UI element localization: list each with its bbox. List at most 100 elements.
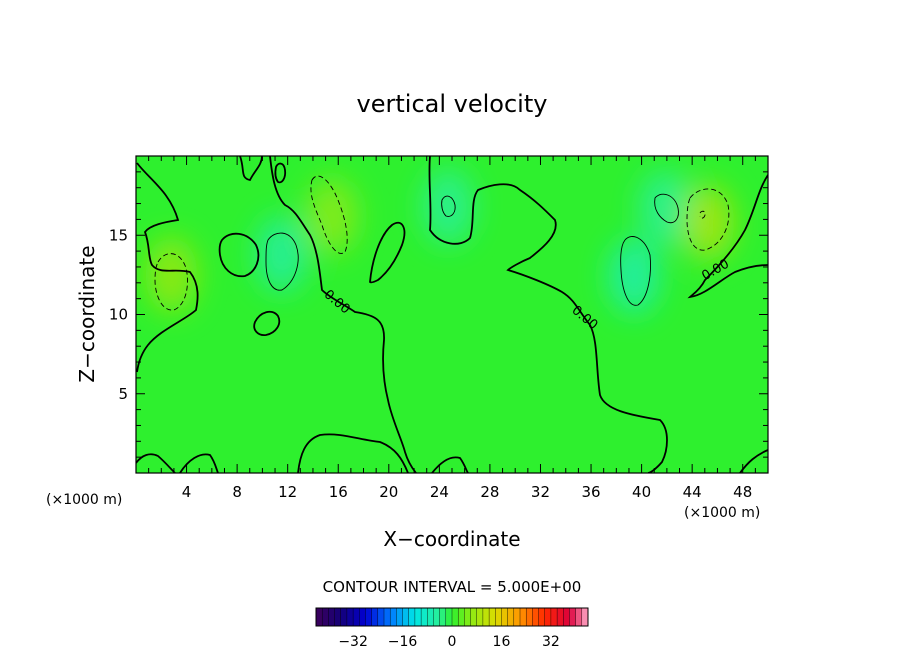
colorbar-cell-20 <box>433 607 441 627</box>
x-tick-label-24: 24 <box>430 483 449 501</box>
positive-contours <box>265 193 679 306</box>
colorbar-cell-31 <box>501 607 509 627</box>
contour-dashed-2 <box>310 175 348 254</box>
y-axis-title: Z−coordinate <box>75 245 99 382</box>
x-tick-label-40: 40 <box>632 483 651 501</box>
colorbar-cell-17 <box>414 607 422 627</box>
contour-interval-text: CONTOUR INTERVAL = 5.000E+00 <box>323 578 582 596</box>
colorbar-cell-14 <box>396 607 404 627</box>
colorbar-cell-37 <box>538 607 546 627</box>
field-blob-2 <box>255 216 308 293</box>
colorbar-tick-label-5: 32 <box>542 634 560 650</box>
zero-contour-closed-4 <box>274 162 287 184</box>
colorbar-cell-13 <box>389 607 397 627</box>
colorbar-cell-18 <box>420 607 428 627</box>
colorbar-cell-44 <box>581 607 589 627</box>
colorbar-cell-19 <box>427 607 434 627</box>
x-tick-label-4: 4 <box>182 483 192 501</box>
y-tick-label-15: 15 <box>109 226 128 244</box>
colorbar-cell-43 <box>575 607 583 627</box>
colorbar-cell-41 <box>563 607 570 627</box>
colorbar-cell-23 <box>451 607 459 627</box>
contour-thin-1 <box>265 232 299 291</box>
x-tick-label-20: 20 <box>379 483 398 501</box>
colorbar-frame <box>315 607 589 627</box>
x-unit-left: (×1000 m) <box>46 492 122 508</box>
colorbar-tick-label-4: 16 <box>493 634 511 650</box>
colorbar-cell-24 <box>457 607 465 627</box>
colorbar-cell-25 <box>464 607 472 627</box>
colorbar-tick-label-3: 0 <box>448 634 457 650</box>
contour-thin-3 <box>620 236 651 306</box>
field-blob-1 <box>145 236 198 313</box>
y-axis-ticks: 5 10 15 <box>109 171 768 458</box>
colorbar-tick-labels: −32 −16 0 16 32 <box>338 634 560 650</box>
field-blob-6 <box>638 170 691 247</box>
x-axis-title: X−coordinate <box>383 527 520 551</box>
zero-contour-left-top <box>136 162 199 373</box>
x-tick-label-48: 48 <box>733 483 752 501</box>
colorbar-cell-10 <box>371 607 379 627</box>
zero-contour-bottom <box>136 433 768 473</box>
colorbar-cell-11 <box>377 607 385 627</box>
colorbar-cell-33 <box>513 607 521 627</box>
x-tick-label-28: 28 <box>480 483 499 501</box>
colorbar-cell-40 <box>556 607 564 627</box>
colorbar-tick-label-1: −32 <box>338 634 368 650</box>
colorbar-cell-22 <box>445 607 453 627</box>
field-blob-7 <box>682 184 735 261</box>
field-blob-5 <box>608 238 661 315</box>
colorbar-cell-27 <box>476 607 484 627</box>
colorbar-cell-34 <box>519 607 527 627</box>
colorbar-cell-7 <box>352 607 360 627</box>
x-tick-label-32: 32 <box>531 483 550 501</box>
colorbar-cell-3 <box>328 607 336 627</box>
colorbar-cell-38 <box>544 607 552 627</box>
colorbar-cell-8 <box>359 607 366 627</box>
colorbar-cell-35 <box>525 607 533 627</box>
colorbar-cell-15 <box>402 607 410 627</box>
zero-contour-closed-3 <box>369 221 406 284</box>
colorbar-cell-12 <box>383 607 391 627</box>
colorbar <box>315 607 589 627</box>
colorbar-cell-21 <box>439 607 447 627</box>
contour-thin-2 <box>441 195 456 217</box>
field-blob-4 <box>422 168 475 245</box>
x-tick-label-44: 44 <box>683 483 702 501</box>
zero-contour-closed-1 <box>218 232 260 278</box>
colorbar-cell-9 <box>365 607 373 627</box>
colorbar-cell-28 <box>482 607 490 627</box>
zero-contour-closed-2 <box>253 310 281 336</box>
colorbar-cell-32 <box>507 607 515 627</box>
zero-contour-mid-right <box>428 156 668 473</box>
y-tick-label-10: 10 <box>109 306 128 324</box>
chart-title: vertical velocity <box>357 90 548 118</box>
zero-contours <box>136 156 768 473</box>
negative-contours <box>154 175 730 311</box>
y-tick-label-5: 5 <box>118 385 128 403</box>
colorbar-cell-5 <box>340 607 348 627</box>
colorbar-cell-36 <box>532 607 540 627</box>
colorbar-cell-29 <box>488 607 496 627</box>
zero-contour-center <box>239 156 417 473</box>
x-axis-ticks: 4 8 12 16 20 24 28 32 36 40 44 48 <box>148 156 756 501</box>
field-blob-3 <box>305 178 358 255</box>
colorbar-cell-42 <box>569 607 577 627</box>
colorbar-cell-30 <box>495 607 502 627</box>
contour-thin-4 <box>654 193 679 224</box>
contour-dashed-4 <box>699 210 706 219</box>
colorbar-cell-26 <box>470 607 478 627</box>
x-tick-label-8: 8 <box>232 483 242 501</box>
x-tick-label-16: 16 <box>329 483 348 501</box>
colorbar-cell-39 <box>550 607 558 627</box>
colorbar-cell-4 <box>334 607 342 627</box>
contour-dashed-3 <box>686 188 730 251</box>
colorbar-cell-2 <box>321 607 329 627</box>
x-tick-label-36: 36 <box>581 483 600 501</box>
plot-area: 0.000.000.00 <box>136 156 768 473</box>
colorbar-cell-16 <box>408 607 416 627</box>
x-tick-label-12: 12 <box>278 483 297 501</box>
colorbar-cell-1 <box>315 607 323 627</box>
